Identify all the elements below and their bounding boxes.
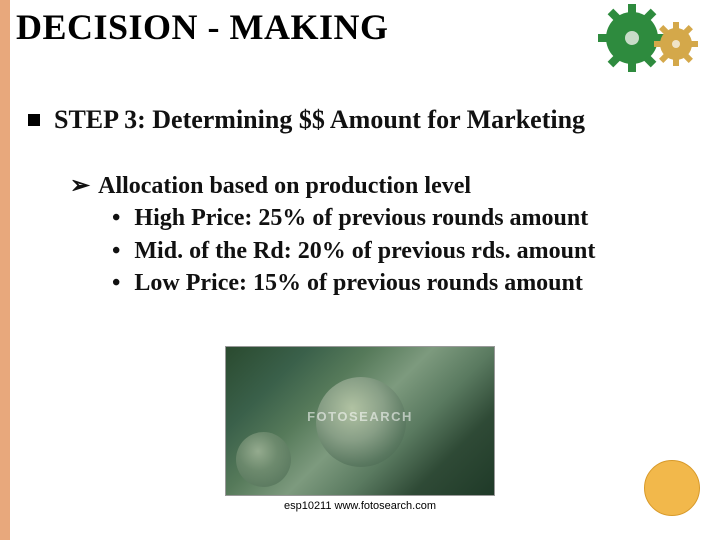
step-label: STEP 3: Determining $$ Amount for Market… <box>54 105 585 134</box>
dot-bullet-icon: • <box>112 267 120 299</box>
corner-circle-icon <box>644 460 700 516</box>
allocation-item-0: High Price: 25% of previous rounds amoun… <box>134 205 588 231</box>
allocation-item-1: Mid. of the Rd: 20% of previous rds. amo… <box>134 238 595 264</box>
dot-bullet-icon: • <box>112 202 120 234</box>
square-bullet-icon <box>28 114 40 126</box>
list-item: • Mid. of the Rd: 20% of previous rds. am… <box>70 235 595 267</box>
allocation-item-2: Low Price: 15% of previous rounds amount <box>134 270 582 296</box>
allocation-heading-line: ➢ Allocation based on production level <box>70 170 595 202</box>
dot-bullet-icon: • <box>112 235 120 267</box>
list-item: • Low Price: 15% of previous rounds amoun… <box>70 267 595 299</box>
step-heading: STEP 3: Determining $$ Amount for Market… <box>28 105 585 135</box>
page-title: DECISION - MAKING <box>16 6 389 48</box>
allocation-block: ➢ Allocation based on production level • H… <box>70 170 595 300</box>
accent-stripe <box>0 0 10 540</box>
list-item: • High Price: 25% of previous rounds amou… <box>70 202 595 234</box>
image-watermark: FOTOSEARCH <box>226 409 494 424</box>
arrow-bullet-icon: ➢ <box>70 170 90 202</box>
allocation-heading: Allocation based on production level <box>98 173 471 199</box>
gears-icon <box>594 4 704 74</box>
money-image: FOTOSEARCH <box>225 346 495 496</box>
image-caption: esp10211 www.fotosearch.com <box>225 500 495 512</box>
